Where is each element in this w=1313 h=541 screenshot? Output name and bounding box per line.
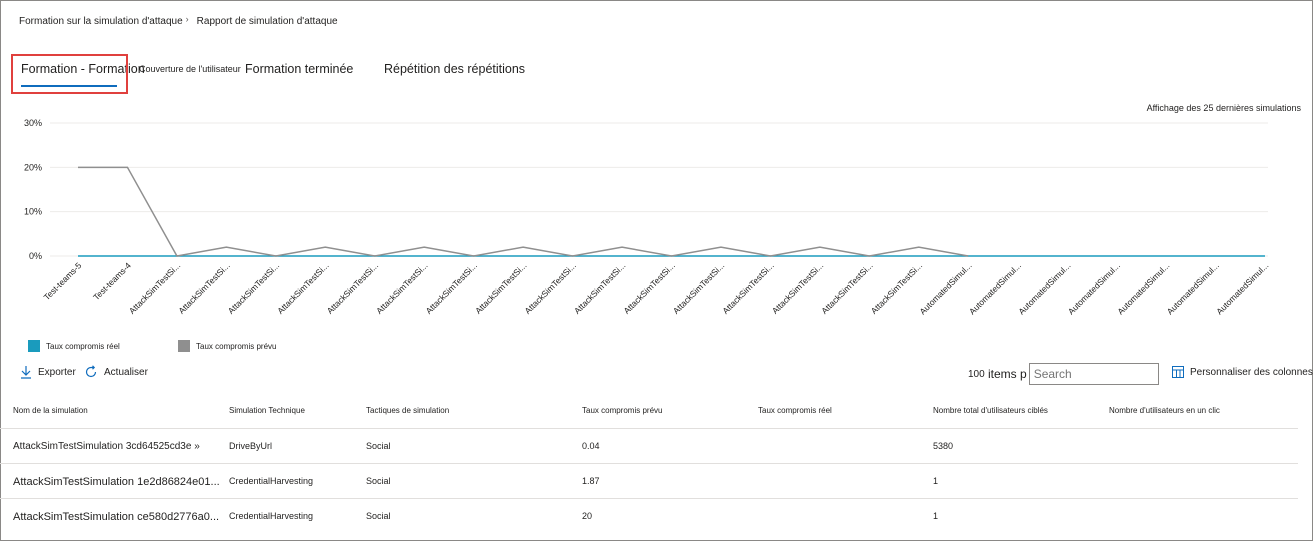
y-tick-label: 10% xyxy=(24,207,42,217)
x-tick-label: AttackSimTestSi... xyxy=(176,260,232,316)
x-tick-label: AttackSimTestSi... xyxy=(869,260,925,316)
table-row[interactable]: AttackSimTestSimulation ce580d2776a0... … xyxy=(0,498,1298,533)
cell-technique: CredentialHarvesting xyxy=(229,476,314,486)
simulations-count-note: Affichage des 25 dernières simulations xyxy=(1146,103,1301,113)
breadcrumb-separator: › xyxy=(185,13,189,24)
column-header-tactics[interactable]: Tactiques de simulation xyxy=(366,406,450,415)
cell-tactics: Social xyxy=(366,476,391,486)
column-header-clicked-users[interactable]: Nombre d'utilisateurs en un clic xyxy=(1109,406,1220,415)
y-tick-label: 20% xyxy=(24,162,42,172)
tab-training-completed[interactable]: Formation terminée xyxy=(245,62,353,76)
cell-predicted-rate: 0.04 xyxy=(582,441,600,451)
tab-user-coverage[interactable]: Couverture de l'utilisateur xyxy=(139,64,241,74)
cell-technique: CredentialHarvesting xyxy=(229,511,314,521)
x-tick-label: AttackSimTestSi... xyxy=(522,260,578,316)
x-tick-label: AutomatedSimul... xyxy=(967,260,1023,316)
y-tick-label: 30% xyxy=(24,118,42,128)
tab-training-completed-label: Formation terminée xyxy=(245,62,354,76)
cell-simulation-name[interactable]: AttackSimTestSimulation 1e2d86824e01... xyxy=(13,476,220,488)
breadcrumb-item-report[interactable]: Rapport de simulation d'attaque xyxy=(196,16,338,27)
download-icon xyxy=(21,366,31,379)
legend-label-actual: Taux compromis réel xyxy=(46,341,120,351)
x-tick-label: AutomatedSimul... xyxy=(917,260,973,316)
x-tick-label: AttackSimTestSi... xyxy=(325,260,381,316)
export-button[interactable]: Exporter xyxy=(20,365,76,379)
tab-training-label: Formation - Formation xyxy=(21,62,145,76)
column-header-predicted-rate[interactable]: Taux compromis prévu xyxy=(582,406,663,415)
refresh-icon xyxy=(85,365,97,378)
search-input[interactable] xyxy=(1028,363,1159,385)
tab-selected-underline xyxy=(21,85,117,87)
breadcrumb-item-training[interactable]: Formation sur la simulation d'attaque xyxy=(19,16,183,27)
x-tick-label: AttackSimTestSi... xyxy=(621,260,677,316)
table-row[interactable]: AttackSimTestSimulation 3cd64525cd3e » D… xyxy=(0,428,1298,463)
cell-total-targeted: 5380 xyxy=(933,441,954,451)
x-tick-label: AutomatedSimul... xyxy=(1214,260,1270,316)
cell-technique: DriveByUrl xyxy=(229,441,273,451)
x-tick-label: Test-teams-4 xyxy=(91,260,133,302)
legend-label-predicted: Taux compromis prévu xyxy=(196,341,277,351)
refresh-label: Actualiser xyxy=(104,366,148,378)
x-tick-label: AttackSimTestSi... xyxy=(770,260,826,316)
compromise-rate-chart: 0%10%20%30%Test-teams-5 Test-teams-4Attac… xyxy=(24,118,1270,317)
x-tick-label: AttackSimTestSi... xyxy=(424,260,480,316)
cell-predicted-rate: 1.87 xyxy=(582,476,600,486)
cell-tactics: Social xyxy=(366,441,391,451)
customize-columns-icon xyxy=(1172,366,1184,378)
export-label: Exporter xyxy=(38,366,76,378)
cell-simulation-name[interactable]: AttackSimTestSimulation 3cd64525cd3e » xyxy=(13,441,200,452)
cell-predicted-rate: 20 xyxy=(582,511,593,521)
tab-user-coverage-label: Couverture de l'utilisateur xyxy=(139,64,241,74)
x-tick-label: Test-teams-5 xyxy=(42,260,84,302)
tab-training[interactable]: Formation - Formation xyxy=(21,62,145,87)
legend-item-actual: Taux compromis réel xyxy=(28,340,120,352)
breadcrumb: Formation sur la simulation d'attaque › … xyxy=(19,13,338,28)
x-tick-label: AutomatedSimul... xyxy=(1165,260,1221,316)
x-tick-label: AttackSimTestSi... xyxy=(226,260,282,316)
series-line-predicted xyxy=(78,166,969,257)
tab-repeat-offenders-label: Répétition des répétitions xyxy=(384,62,526,76)
column-header-simulation-name[interactable]: Nom de la simulation xyxy=(13,406,88,415)
x-tick-label: AutomatedSimul... xyxy=(1016,260,1072,316)
item-count: 100 xyxy=(968,369,985,380)
cell-total-targeted: 1 xyxy=(933,511,939,521)
column-header-actual-rate[interactable]: Taux compromis réel xyxy=(758,406,832,415)
search-area: items p xyxy=(988,363,1159,385)
x-tick-label: AttackSimTestSi... xyxy=(473,260,529,316)
tab-repeat-offenders[interactable]: Répétition des répétitions xyxy=(384,62,525,76)
y-tick-label: 0% xyxy=(29,251,42,261)
column-header-total-targeted[interactable]: Nombre total d'utilisateurs ciblés xyxy=(933,406,1048,415)
x-tick-label: AttackSimTestSi... xyxy=(572,260,628,316)
x-tick-label: AttackSimTestSi... xyxy=(671,260,727,316)
legend-swatch-actual xyxy=(28,340,40,352)
x-tick-label: AttackSimTestSi... xyxy=(374,260,430,316)
x-tick-label: AttackSimTestSi... xyxy=(127,260,183,316)
cell-tactics: Social xyxy=(366,511,391,521)
x-tick-label: AutomatedSimul... xyxy=(1066,260,1122,316)
customize-columns-label: Personnaliser des colonnes xyxy=(1190,367,1313,378)
customize-columns-button[interactable]: Personnaliser des colonnes xyxy=(1172,366,1313,379)
cell-total-targeted: 1 xyxy=(933,476,939,486)
table-row[interactable]: AttackSimTestSimulation 1e2d86824e01... … xyxy=(0,463,1298,498)
cell-simulation-name[interactable]: AttackSimTestSimulation ce580d2776a0... xyxy=(13,511,220,523)
x-tick-label: AttackSimTestSi... xyxy=(275,260,331,316)
x-tick-label: AttackSimTestSi... xyxy=(720,260,776,316)
items-per-page-label: items p xyxy=(988,367,1027,381)
refresh-button[interactable]: Actualiser xyxy=(84,365,148,379)
x-tick-label: AutomatedSimul... xyxy=(1115,260,1171,316)
legend-swatch-predicted xyxy=(178,340,190,352)
column-header-technique[interactable]: Simulation Technique xyxy=(229,406,305,415)
legend-item-predicted: Taux compromis prévu xyxy=(178,340,276,352)
x-tick-label: AttackSimTestSi... xyxy=(819,260,875,316)
